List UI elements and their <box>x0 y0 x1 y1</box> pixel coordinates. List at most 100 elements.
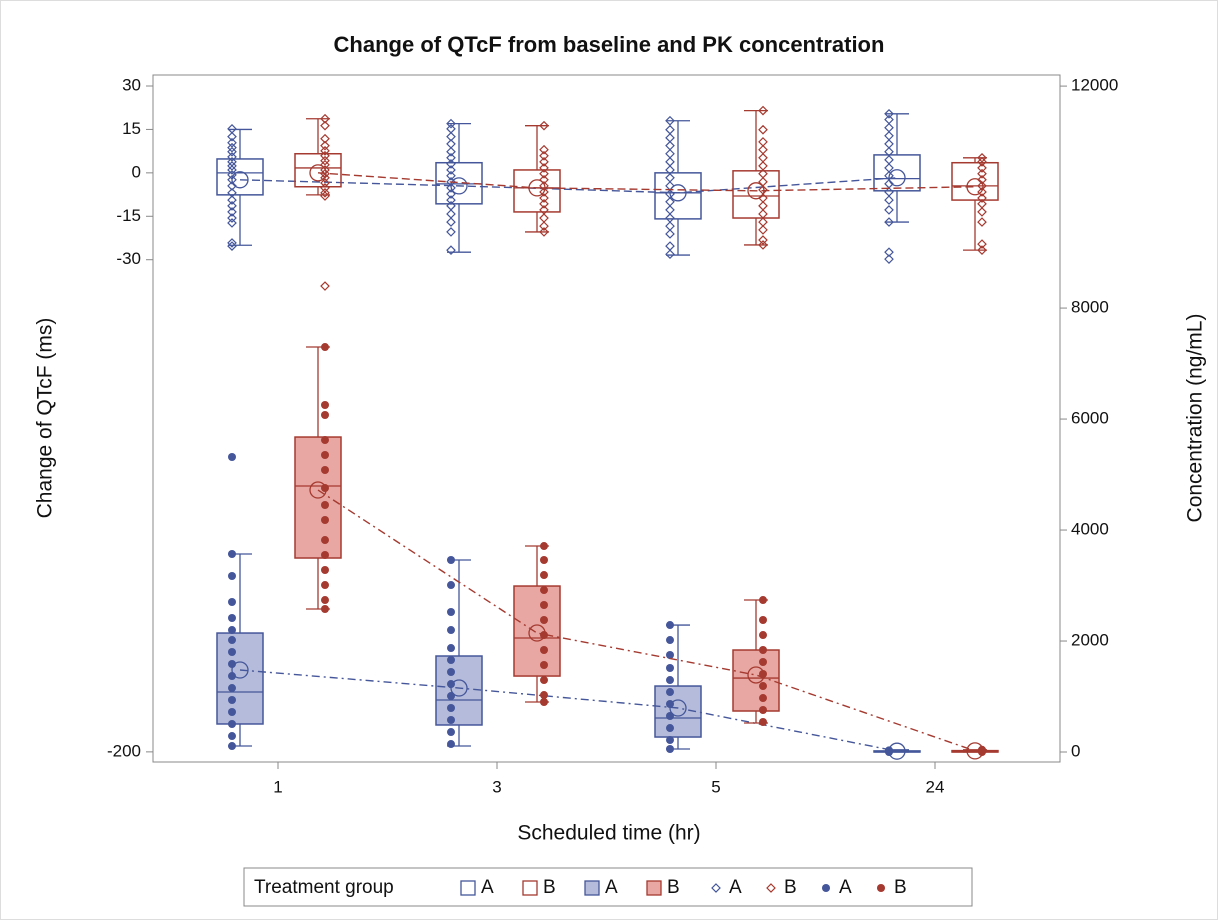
point <box>977 207 987 217</box>
point <box>977 187 987 197</box>
legend-swatch <box>766 883 776 893</box>
y-tick-label: 15 <box>122 119 141 138</box>
point <box>320 178 330 188</box>
point <box>884 217 894 227</box>
point <box>227 207 237 217</box>
y-tick-label: -30 <box>116 249 141 268</box>
point <box>228 613 236 622</box>
point <box>228 732 236 741</box>
point <box>320 133 330 144</box>
point <box>539 144 549 155</box>
point <box>539 187 549 197</box>
point <box>227 152 237 162</box>
point <box>320 281 330 291</box>
point <box>884 195 894 205</box>
point <box>320 113 330 124</box>
point <box>759 658 767 667</box>
mean-line <box>317 172 976 192</box>
point <box>540 646 548 655</box>
point <box>321 484 329 493</box>
point <box>228 659 236 668</box>
box <box>654 172 702 220</box>
mean-marker <box>966 742 984 760</box>
point <box>666 621 674 630</box>
point <box>320 146 330 156</box>
mean-marker <box>309 164 327 182</box>
point <box>977 239 987 249</box>
x-tick-label: 3 <box>492 777 501 796</box>
point <box>666 688 674 697</box>
chart-title: Change of QTcF from baseline and PK conc… <box>334 32 885 57</box>
point <box>539 150 549 161</box>
y-axis-title: Change of QTcF (ms) <box>34 318 57 519</box>
point <box>227 131 237 142</box>
point <box>321 436 329 445</box>
y-tick-label: -15 <box>116 206 141 225</box>
point <box>447 581 455 590</box>
point <box>447 715 455 724</box>
point <box>320 187 330 198</box>
point <box>227 195 237 205</box>
point <box>321 501 329 510</box>
point <box>447 644 455 653</box>
mean-marker <box>231 661 249 679</box>
legend-swatch <box>877 884 885 892</box>
point <box>447 626 455 635</box>
legend-swatch <box>711 883 721 893</box>
point <box>540 601 548 610</box>
y2-tick-label: 0 <box>1071 741 1080 760</box>
point <box>666 736 674 745</box>
point <box>228 648 236 657</box>
point <box>665 249 675 260</box>
point <box>539 168 549 179</box>
point <box>666 636 674 645</box>
box <box>513 169 561 213</box>
legend-swatch <box>584 880 600 896</box>
point <box>540 631 548 640</box>
point <box>447 740 455 749</box>
legend-swatch <box>460 880 476 896</box>
point <box>447 667 455 676</box>
x-tick-label: 5 <box>711 777 720 796</box>
mean-marker <box>966 178 984 196</box>
mean-marker <box>747 182 765 200</box>
point <box>446 227 456 237</box>
point <box>228 684 236 693</box>
mean-marker <box>888 169 906 187</box>
legend-label: A <box>605 877 618 898</box>
point <box>321 605 329 614</box>
point <box>539 120 549 131</box>
y2-tick-label: 12000 <box>1071 76 1118 95</box>
point <box>320 191 330 201</box>
legend-swatch <box>522 880 538 896</box>
point <box>539 157 549 167</box>
point <box>977 157 987 167</box>
point <box>447 728 455 737</box>
x-tick-label: 1 <box>273 777 282 796</box>
point <box>666 711 674 720</box>
point <box>227 174 237 185</box>
mean-marker <box>747 666 765 684</box>
y2-tick-label: 4000 <box>1071 520 1109 539</box>
point <box>758 124 768 135</box>
point <box>446 152 456 163</box>
point <box>320 140 330 151</box>
point <box>759 596 767 605</box>
mean-line <box>239 177 898 194</box>
point <box>759 631 767 640</box>
point <box>447 656 455 665</box>
point <box>884 254 894 264</box>
point <box>540 698 548 707</box>
mean-marker <box>450 679 468 697</box>
point <box>227 213 237 223</box>
point <box>227 165 237 175</box>
point <box>321 596 329 605</box>
point <box>884 108 894 119</box>
point <box>227 201 237 211</box>
y-tick-label: -200 <box>107 741 141 760</box>
point <box>227 181 237 191</box>
point <box>446 245 456 256</box>
point <box>540 586 548 595</box>
point <box>321 581 329 590</box>
